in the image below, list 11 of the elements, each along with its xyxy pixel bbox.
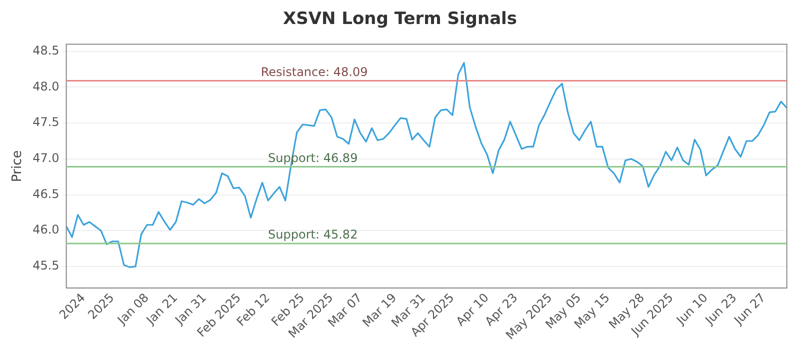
y-tick-label: 48.0 xyxy=(32,79,60,94)
y-tick-label: 45.5 xyxy=(32,258,60,273)
y-tick-label: 46.5 xyxy=(32,186,60,201)
y-tick-label: 48.5 xyxy=(32,43,60,58)
chart-title: XSVN Long Term Signals xyxy=(282,8,518,31)
y-axis-title: Price xyxy=(10,150,26,182)
ref-line-label: Resistance: 48.09 xyxy=(260,64,368,79)
ref-line-label: Support: 45.82 xyxy=(268,228,358,242)
y-tick-label: 47.0 xyxy=(32,151,60,166)
y-tick-label: 47.5 xyxy=(32,115,60,130)
y-tick-label: 46.0 xyxy=(32,222,60,237)
